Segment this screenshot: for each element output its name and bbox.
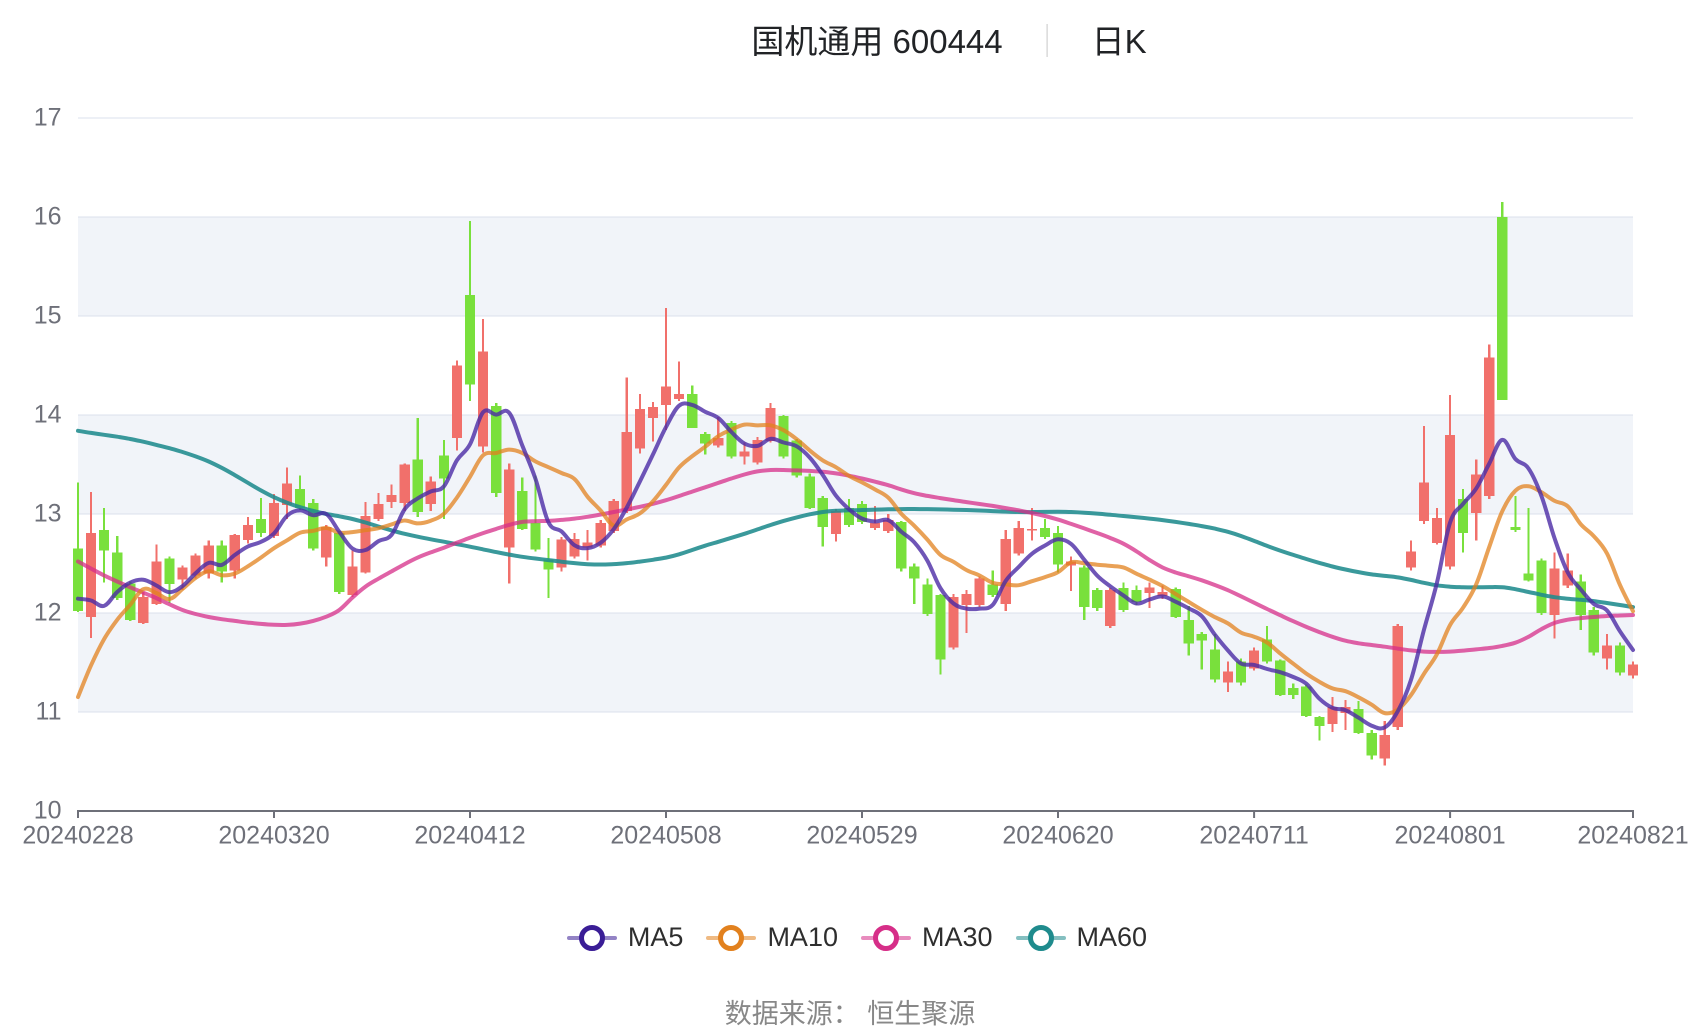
svg-text:20240711: 20240711 <box>1199 822 1308 850</box>
svg-text:20240620: 20240620 <box>1002 822 1113 850</box>
svg-text:13: 13 <box>34 500 62 528</box>
svg-text:15: 15 <box>34 302 62 330</box>
svg-text:20240412: 20240412 <box>414 822 525 850</box>
svg-text:20240821: 20240821 <box>1577 822 1688 850</box>
svg-text:11: 11 <box>36 698 62 726</box>
svg-text:17: 17 <box>34 104 62 132</box>
svg-text:20240801: 20240801 <box>1394 822 1505 850</box>
svg-text:20240508: 20240508 <box>610 822 721 850</box>
svg-text:20240228: 20240228 <box>22 822 133 850</box>
svg-text:14: 14 <box>34 401 62 429</box>
svg-text:20240320: 20240320 <box>218 822 329 850</box>
svg-text:10: 10 <box>34 797 62 825</box>
svg-text:16: 16 <box>34 203 62 231</box>
svg-text:20240529: 20240529 <box>806 822 917 850</box>
svg-text:12: 12 <box>34 599 62 627</box>
